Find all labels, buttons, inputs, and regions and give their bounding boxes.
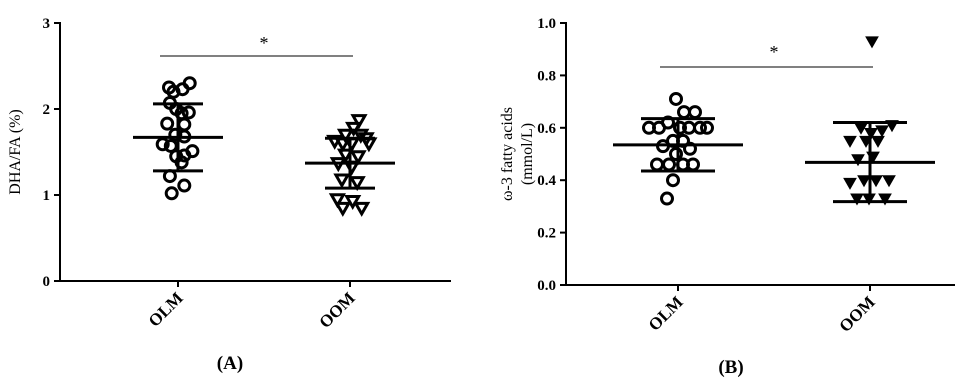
data-point: [182, 76, 197, 91]
data-point: [168, 127, 183, 142]
data-point: [878, 193, 892, 206]
data-point: [160, 116, 175, 131]
data-point: [163, 138, 178, 153]
data-point: [652, 120, 666, 135]
y-tick-label: 1: [43, 188, 51, 204]
y-axis-label: (mmol/L): [519, 123, 536, 185]
y-axis-label: ω-3 fatty acids: [499, 107, 516, 201]
data-point: [344, 195, 362, 211]
data-point: [352, 128, 370, 144]
data-point: [843, 135, 857, 148]
data-point: [693, 120, 707, 135]
data-point: [869, 175, 883, 188]
data-point: [683, 141, 697, 156]
y-axis-label: DHA/FA (%): [7, 109, 24, 194]
y-tick-label: 2: [43, 102, 51, 118]
y-tick-label: 3: [43, 16, 51, 32]
data-point: [164, 186, 179, 201]
data-point: [662, 157, 676, 172]
y-tick-label: 0.2: [537, 226, 556, 242]
data-point: [334, 201, 352, 217]
data-point: [350, 114, 368, 130]
x-tick-label: OLM: [645, 292, 687, 334]
x-tick-label: OOM: [835, 292, 878, 335]
data-point: [328, 193, 346, 209]
significance-star: *: [770, 42, 779, 62]
data-point: [177, 178, 192, 193]
data-point: [348, 176, 366, 192]
data-point: [850, 193, 864, 206]
data-point: [650, 157, 664, 172]
y-tick-label: 1.0: [537, 16, 556, 32]
data-point: [677, 105, 691, 120]
y-tick-label: 0.0: [537, 278, 556, 294]
panel-label: (A): [217, 353, 243, 374]
data-point: [871, 135, 885, 148]
data-point: [669, 91, 683, 106]
y-tick-label: 0: [43, 274, 51, 290]
data-point: [673, 120, 687, 135]
data-point: [181, 105, 196, 120]
data-point: [875, 125, 889, 138]
data-point: [851, 154, 865, 167]
y-tick-label: 0.8: [537, 68, 556, 84]
data-point: [349, 150, 367, 166]
data-point: [177, 117, 192, 132]
data-point: [343, 137, 361, 153]
data-point: [843, 177, 857, 190]
data-point: [660, 191, 674, 206]
data-point: [688, 105, 702, 120]
panel-label: (B): [718, 357, 743, 378]
y-tick-label: 0.6: [537, 121, 556, 137]
data-point: [345, 121, 363, 137]
data-point: [669, 147, 683, 161]
data-point: [353, 201, 371, 217]
x-tick-label: OOM: [315, 288, 358, 331]
data-point: [333, 173, 351, 189]
panel-a: 0 1 2 3 OLM OOM DHA/FA (%) * (A): [7, 16, 451, 374]
y-tick-label: 0.4: [537, 173, 556, 189]
significance-star: *: [260, 33, 269, 53]
data-point: [666, 173, 680, 188]
data-point: [865, 36, 879, 49]
data-point: [882, 175, 896, 188]
data-point: [857, 175, 871, 188]
data-point: [700, 120, 714, 135]
x-tick-label: OLM: [145, 288, 187, 330]
data-point: [174, 155, 189, 170]
